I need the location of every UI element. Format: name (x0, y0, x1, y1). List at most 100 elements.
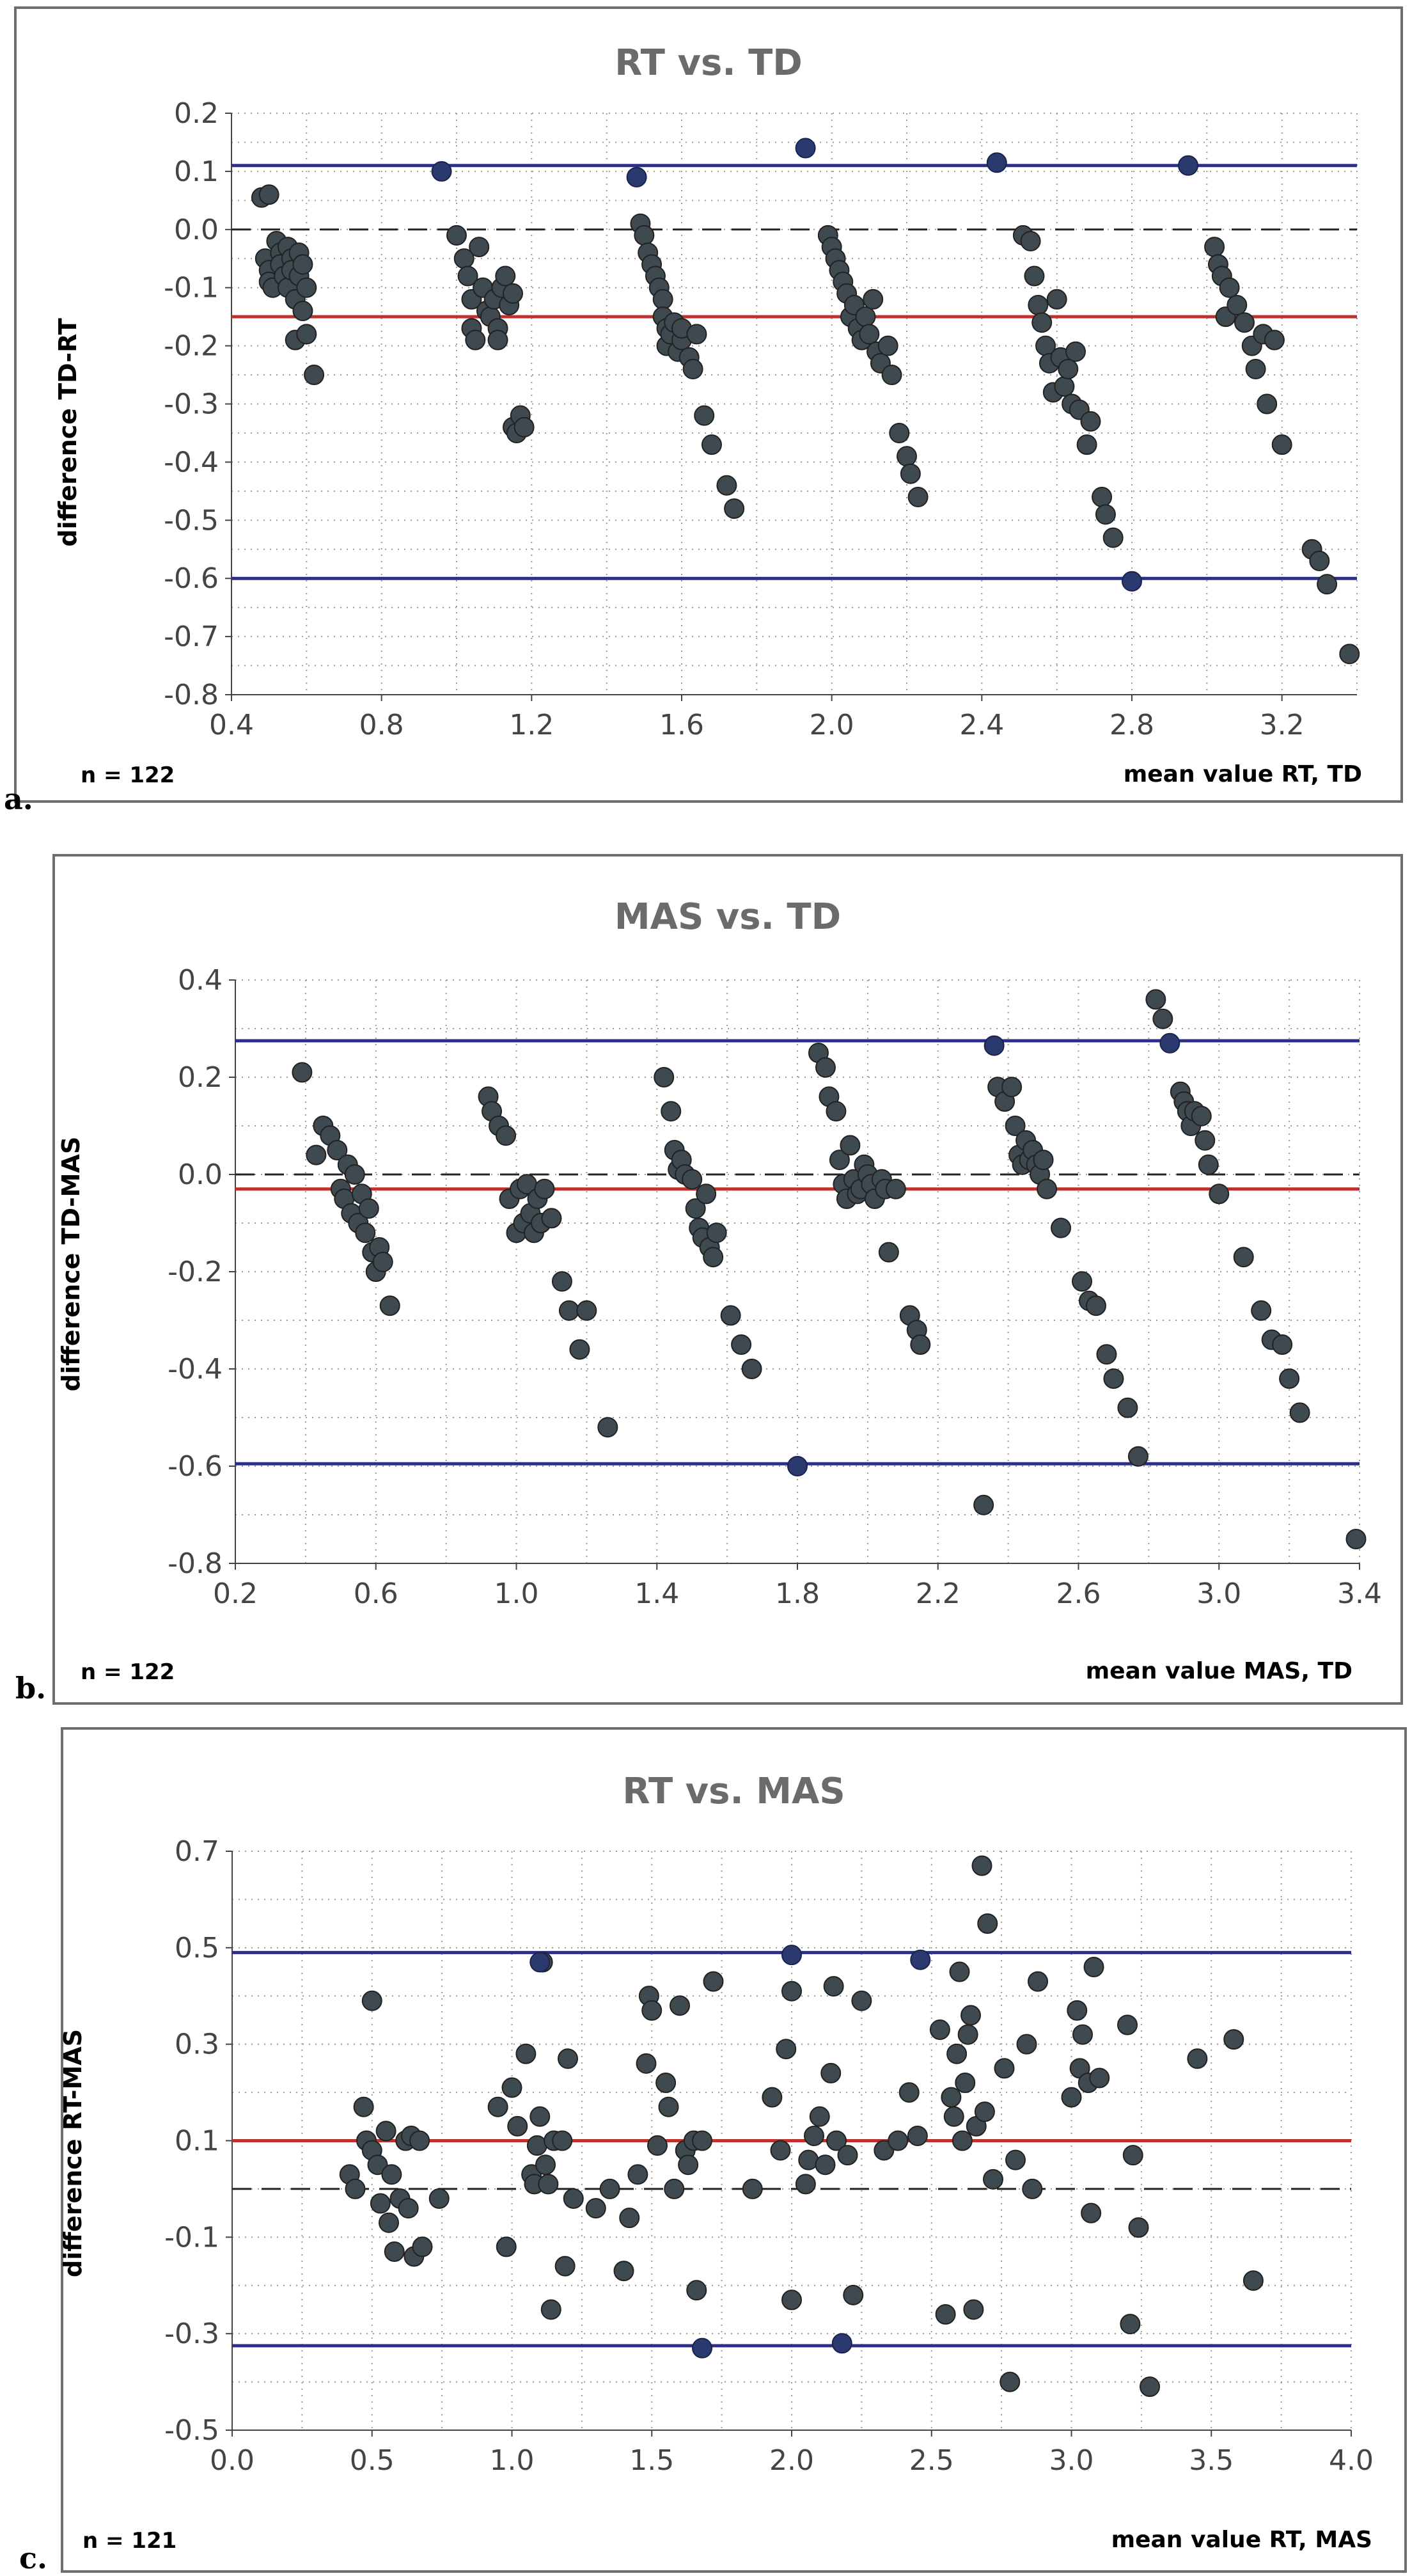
data-point (795, 2174, 816, 2195)
data-point (840, 1135, 861, 1156)
data-point (1127, 1446, 1149, 1467)
data-point (776, 2039, 797, 2060)
x-tick-label: 2.0 (810, 709, 854, 741)
x-tick-label: 1.0 (494, 1577, 539, 1610)
data-point (1257, 393, 1278, 415)
data-point (877, 335, 898, 356)
data-point (1024, 265, 1045, 287)
data-point (552, 2130, 573, 2151)
data-point (1140, 2376, 1160, 2398)
data-point (829, 1150, 850, 1171)
data-point (1234, 312, 1255, 333)
data-point (1103, 1368, 1124, 1389)
data-point (851, 1990, 872, 2011)
data-point (1092, 486, 1113, 507)
data-point (1195, 1130, 1216, 1151)
x-tick-label: 1.2 (509, 709, 554, 741)
data-point (686, 324, 707, 345)
data-point (973, 1494, 994, 1515)
data-point (907, 486, 929, 507)
data-point (654, 1067, 675, 1087)
data-point (496, 2236, 517, 2257)
data-point (495, 265, 516, 287)
data-point (900, 463, 921, 484)
y-tick-label: -0.3 (164, 388, 219, 421)
data-point (367, 2154, 388, 2176)
y-tick-label: -0.6 (164, 562, 219, 595)
data-point (804, 2125, 824, 2146)
data-point (878, 1242, 899, 1263)
data-point (716, 475, 737, 496)
data-point (971, 1855, 992, 1876)
data-point (355, 1222, 376, 1244)
y-tick-label: -0.1 (164, 272, 219, 304)
data-point (361, 1990, 382, 2011)
x-tick-label: 0.5 (350, 2444, 395, 2477)
data-point (843, 2284, 864, 2305)
data-point (1072, 2024, 1093, 2045)
data-point (1120, 2314, 1141, 2335)
data-point (375, 2121, 396, 2142)
panel-c-n-label: n = 121 (82, 2528, 177, 2554)
data-point (1245, 358, 1266, 379)
data-point (983, 2169, 1003, 2190)
data-point (1028, 1971, 1048, 1992)
data-point (837, 2145, 858, 2166)
data-point (398, 2198, 419, 2219)
data-point (929, 2019, 950, 2041)
data-point (1067, 2000, 1088, 2021)
data-point (949, 1961, 970, 1982)
data-point (1227, 294, 1248, 315)
data-point (551, 1271, 572, 1292)
limit-data-point (795, 138, 816, 159)
data-point (379, 2212, 399, 2233)
x-tick-label: 2.8 (1109, 709, 1154, 741)
data-point (613, 2261, 634, 2282)
data-point (576, 1300, 597, 1321)
data-point (1031, 312, 1053, 333)
data-point (647, 2135, 668, 2156)
data-point (379, 1295, 400, 1316)
data-point (538, 2174, 559, 2195)
data-point (706, 1222, 727, 1244)
data-point (1054, 376, 1075, 397)
data-point (820, 2062, 842, 2083)
data-point (1000, 2371, 1021, 2392)
data-point (1005, 1116, 1026, 1136)
data-point (682, 358, 703, 379)
x-tick-label: 2.0 (769, 2444, 814, 2477)
y-tick-label: -0.2 (164, 330, 219, 363)
panel-c-letter: c. (19, 2541, 48, 2575)
data-point (514, 416, 535, 438)
data-point (487, 329, 508, 351)
x-tick-label: 3.4 (1337, 1577, 1382, 1610)
panel-b-letter: b. (15, 1671, 47, 1705)
data-point (855, 306, 876, 328)
x-tick-label: 4.0 (1329, 2444, 1374, 2477)
y-tick-label: 0.2 (178, 1061, 223, 1094)
data-point (1065, 341, 1086, 362)
data-point (541, 1208, 562, 1229)
data-point (664, 2178, 685, 2199)
data-point (1058, 358, 1079, 379)
data-point (781, 2289, 802, 2311)
data-point (897, 446, 917, 467)
data-point (540, 2299, 561, 2320)
panel-a-frame: RT vs. TD 0.4 0.8 1.2 1.6 2.0 2.4 2.8 3.2 0.2 0.1… (14, 6, 1403, 803)
data-point (1152, 1008, 1173, 1029)
y-tick-label: -0.1 (164, 2221, 219, 2254)
y-tick-label: 0.4 (178, 964, 223, 997)
data-point (1016, 2034, 1037, 2055)
data-point (1096, 1344, 1117, 1365)
data-point (344, 1164, 365, 1185)
data-point (910, 1334, 931, 1355)
data-point (963, 2299, 984, 2320)
data-point (770, 2140, 791, 2161)
data-point (306, 1144, 327, 1166)
panel-b-title: MAS vs. TD (614, 896, 842, 938)
data-point (1028, 294, 1049, 315)
data-point (381, 2164, 402, 2185)
data-point (1198, 1154, 1219, 1175)
panel-a-plot: 0.4 0.8 1.2 1.6 2.0 2.4 2.8 3.2 0.2 0.1 0.0 -0.1 -0.… (164, 97, 1360, 741)
y-tick-label: -0.4 (168, 1353, 223, 1386)
